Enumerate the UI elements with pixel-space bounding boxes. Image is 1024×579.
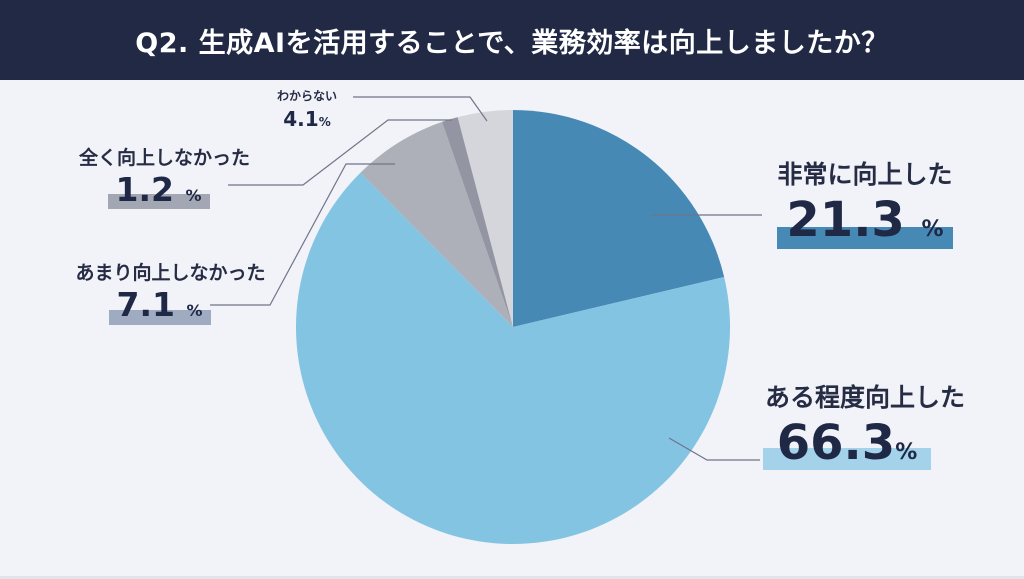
- slice-very-improved: [513, 110, 725, 327]
- slice-not-at-all: [442, 117, 513, 327]
- bottom-strip: [0, 576, 1024, 579]
- label-very-improved-value: 21.3 %: [786, 192, 944, 248]
- leader-line-not-at-all: [228, 119, 452, 186]
- label-unknown: わからない 4.1%: [262, 87, 352, 131]
- label-not-much-value: 7.1 %: [116, 285, 203, 324]
- leader-lines: [210, 96, 762, 461]
- label-very-improved-name: 非常に向上した: [777, 160, 953, 189]
- label-not-at-all-bar: [107, 194, 210, 209]
- label-unknown-name: わからない: [276, 89, 337, 103]
- label-not-much: あまり向上しなかった 7.1 %: [58, 258, 283, 331]
- slice-somewhat-improved: [295, 172, 730, 545]
- label-unknown-value: 4.1%: [283, 107, 331, 131]
- label-somewhat-improved-name: ある程度向上した: [764, 383, 965, 412]
- slice-not-much: [360, 121, 513, 327]
- label-not-much-name: あまり向上しなかった: [75, 262, 266, 284]
- leader-line-somewhat-improved: [668, 437, 760, 461]
- label-very-improved-bar: [777, 227, 953, 249]
- label-somewhat-improved-bar: [763, 448, 931, 470]
- chart-header: Q2. 生成AIを活用することで、業務効率は向上しましたか？: [0, 0, 1024, 80]
- label-not-at-all-value: 1.2 %: [115, 170, 202, 209]
- leader-line-unknown: [353, 96, 488, 122]
- pie-slices: [295, 110, 730, 545]
- label-not-at-all-name: 全く向上しなかった: [78, 147, 250, 169]
- leader-line-not-much: [210, 163, 395, 306]
- label-not-much-bar: [108, 310, 211, 325]
- label-very-improved: 非常に向上した 21.3 %: [760, 155, 970, 259]
- chart-title: Q2. 生成AIを活用することで、業務効率は向上しましたか？: [135, 27, 889, 59]
- label-somewhat-improved: ある程度向上した 66.3%: [745, 378, 985, 482]
- slice-unknown: [457, 110, 513, 327]
- label-somewhat-improved-value: 66.3%: [776, 415, 918, 471]
- label-not-at-all: 全く向上しなかった 1.2 %: [62, 143, 267, 216]
